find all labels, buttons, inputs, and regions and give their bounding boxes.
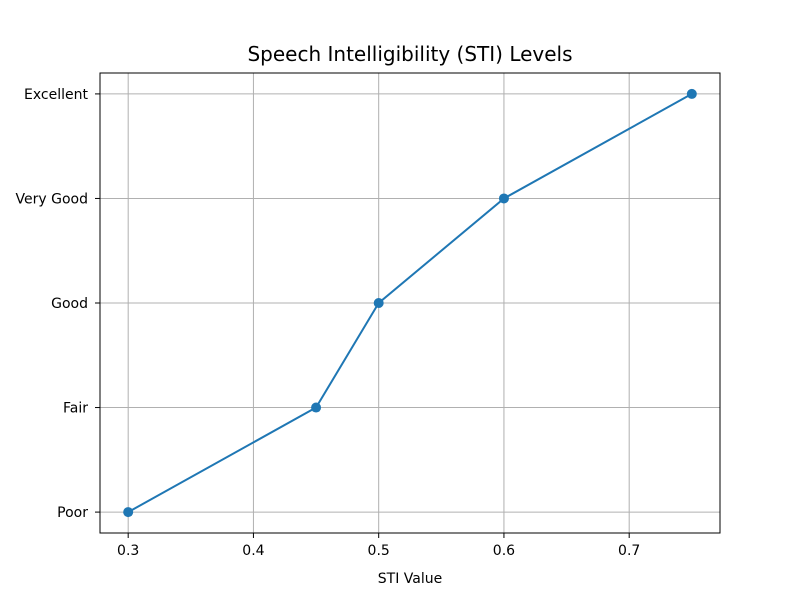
data-point xyxy=(498,193,509,204)
chart-title: Speech Intelligibility (STI) Levels xyxy=(247,42,572,66)
y-tick-label: Poor xyxy=(57,505,88,521)
x-axis-label: STI Value xyxy=(378,571,442,587)
y-tick-label: Fair xyxy=(63,401,88,417)
y-tick-label: Good xyxy=(51,296,88,312)
series-layer xyxy=(123,88,697,518)
y-tick-label: Very Good xyxy=(16,191,88,207)
x-ticks: 0.3 0.4 0.5 0.6 0.7 xyxy=(117,533,640,559)
data-point xyxy=(311,402,322,413)
data-point xyxy=(686,88,697,99)
x-tick-label: 0.7 xyxy=(618,543,640,559)
data-point xyxy=(123,507,134,518)
x-tick-label: 0.5 xyxy=(368,543,390,559)
grid-layer xyxy=(100,73,720,533)
x-tick-label: 0.3 xyxy=(117,543,139,559)
x-tick-label: 0.6 xyxy=(493,543,515,559)
x-tick-label: 0.4 xyxy=(242,543,264,559)
data-point xyxy=(373,298,384,308)
y-ticks: Poor Fair Good Very Good Excellent xyxy=(16,87,100,521)
y-tick-label: Excellent xyxy=(24,87,88,103)
